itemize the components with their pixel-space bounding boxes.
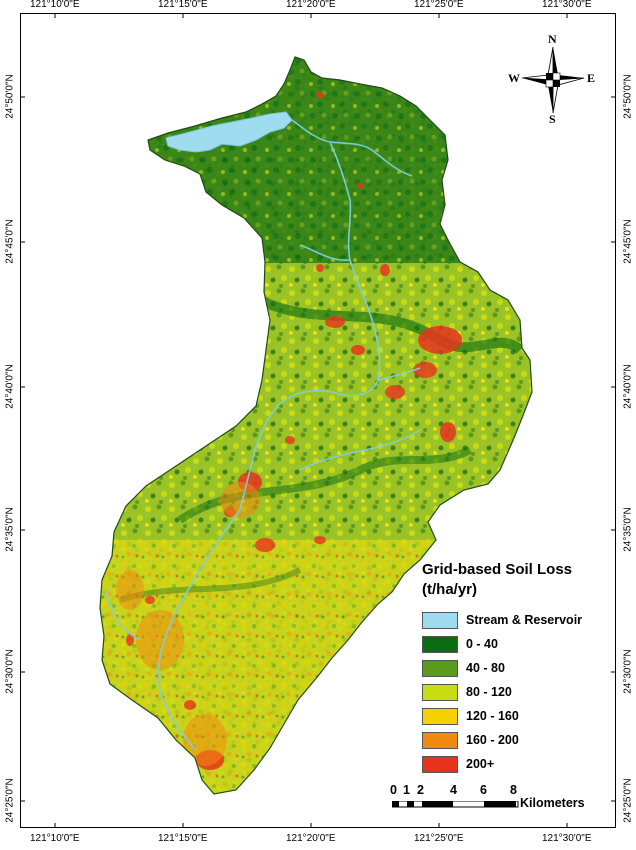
legend-label: 0 - 40: [466, 637, 498, 651]
legend: Grid-based Soil Loss (t/ha/yr) Stream & …: [422, 560, 612, 776]
legend-item: 200+: [422, 752, 612, 776]
scale-tick-label: 6: [480, 783, 487, 797]
scale-bar: 0 1 2 4 6 8 Kilometers: [390, 783, 590, 823]
legend-swatch: [422, 659, 458, 677]
legend-swatch: [422, 755, 458, 773]
scale-tick-label: 0: [390, 783, 397, 797]
legend-units: (t/ha/yr): [422, 581, 478, 598]
lat-label-right: 24°45'0"N: [622, 219, 634, 264]
lon-label-top: 121°20'0"E: [286, 0, 336, 10]
lon-label-bottom: 121°25'0"E: [414, 833, 464, 844]
legend-item: 80 - 120: [422, 680, 612, 704]
compass-icon: [521, 46, 585, 114]
legend-label: 40 - 80: [466, 661, 505, 675]
legend-swatch: [422, 611, 458, 629]
lat-label-right: 24°30'0"N: [622, 649, 634, 694]
graticule-ticks: [20, 13, 616, 828]
lat-label-left: 24°40'0"N: [4, 364, 16, 409]
west-label: W: [508, 71, 520, 85]
north-label: N: [548, 32, 557, 46]
scale-tick-label: 4: [450, 783, 457, 797]
legend-item: 40 - 80: [422, 656, 612, 680]
legend-label: 160 - 200: [466, 733, 519, 747]
lat-label-right: 24°25'0"N: [622, 778, 634, 823]
south-label: S: [549, 112, 556, 126]
lat-label-left: 24°30'0"N: [4, 649, 16, 694]
moderate-erosion-patches: [116, 482, 260, 766]
lat-label-left: 24°50'0"N: [4, 74, 16, 119]
legend-item: 160 - 200: [422, 728, 612, 752]
reservoir: [165, 111, 293, 153]
lat-label-right: 24°40'0"N: [622, 364, 634, 409]
legend-label: 200+: [466, 757, 495, 771]
lon-label-bottom: 121°20'0"E: [286, 833, 336, 844]
legend-swatch: [422, 683, 458, 701]
soil-loss-map: [20, 13, 616, 828]
legend-item: 0 - 40: [422, 632, 612, 656]
legend-item: 120 - 160: [422, 704, 612, 728]
lat-label-left: 24°25'0"N: [4, 778, 16, 823]
lon-label-bottom: 121°10'0"E: [30, 833, 80, 844]
scale-tick-label: 8: [510, 783, 517, 797]
scale-tick-label: 2: [417, 783, 424, 797]
scale-unit: Kilometers: [520, 796, 585, 810]
lon-label-bottom: 121°30'0"E: [542, 833, 592, 844]
legend-label: 80 - 120: [466, 685, 512, 699]
lat-label-right: 24°50'0"N: [622, 74, 634, 119]
legend-item: Stream & Reservoir: [422, 608, 612, 632]
legend-title: Grid-based Soil Loss: [422, 561, 573, 578]
legend-swatch: [422, 731, 458, 749]
lon-label-top: 121°10'0"E: [30, 0, 80, 10]
legend-swatch: [422, 707, 458, 725]
legend-swatch: [422, 635, 458, 653]
lon-label-top: 121°30'0"E: [542, 0, 592, 10]
lat-label-left: 24°35'0"N: [4, 507, 16, 552]
lon-label-bottom: 121°15'0"E: [158, 833, 208, 844]
lon-label-top: 121°25'0"E: [414, 0, 464, 10]
lat-label-left: 24°45'0"N: [4, 219, 16, 264]
east-label: E: [587, 71, 596, 85]
lat-label-right: 24°35'0"N: [622, 507, 634, 552]
legend-label: 120 - 160: [466, 709, 519, 723]
north-arrow: N S E W: [508, 32, 598, 126]
scale-bar-graphic: [392, 801, 519, 808]
streams: [105, 119, 421, 751]
legend-label: Stream & Reservoir: [466, 613, 583, 627]
lon-label-top: 121°15'0"E: [158, 0, 208, 10]
scale-tick-label: 1: [403, 783, 410, 797]
